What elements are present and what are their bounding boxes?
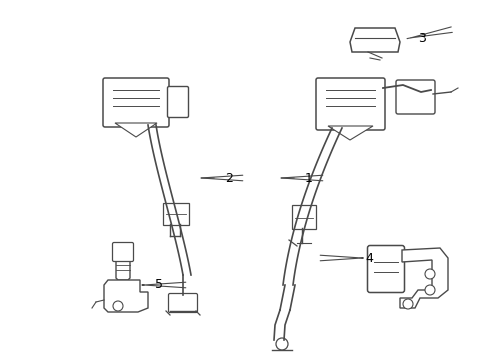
FancyBboxPatch shape	[291, 205, 315, 229]
Circle shape	[424, 285, 434, 295]
FancyBboxPatch shape	[163, 203, 189, 225]
Text: 5: 5	[155, 279, 163, 292]
FancyBboxPatch shape	[315, 78, 384, 130]
Polygon shape	[399, 248, 447, 308]
Text: 4: 4	[364, 252, 372, 265]
Circle shape	[113, 301, 123, 311]
Polygon shape	[116, 258, 130, 280]
Polygon shape	[349, 28, 399, 52]
FancyBboxPatch shape	[395, 80, 434, 114]
FancyBboxPatch shape	[112, 243, 133, 261]
FancyBboxPatch shape	[103, 78, 169, 127]
FancyBboxPatch shape	[367, 246, 404, 292]
Circle shape	[275, 338, 287, 350]
Text: 3: 3	[417, 31, 425, 45]
Polygon shape	[327, 126, 372, 140]
FancyBboxPatch shape	[168, 293, 197, 312]
Polygon shape	[115, 123, 157, 137]
Circle shape	[402, 299, 412, 309]
Circle shape	[424, 269, 434, 279]
Text: 1: 1	[305, 171, 312, 184]
Polygon shape	[104, 280, 148, 312]
FancyBboxPatch shape	[167, 86, 188, 117]
Text: 2: 2	[224, 171, 232, 184]
